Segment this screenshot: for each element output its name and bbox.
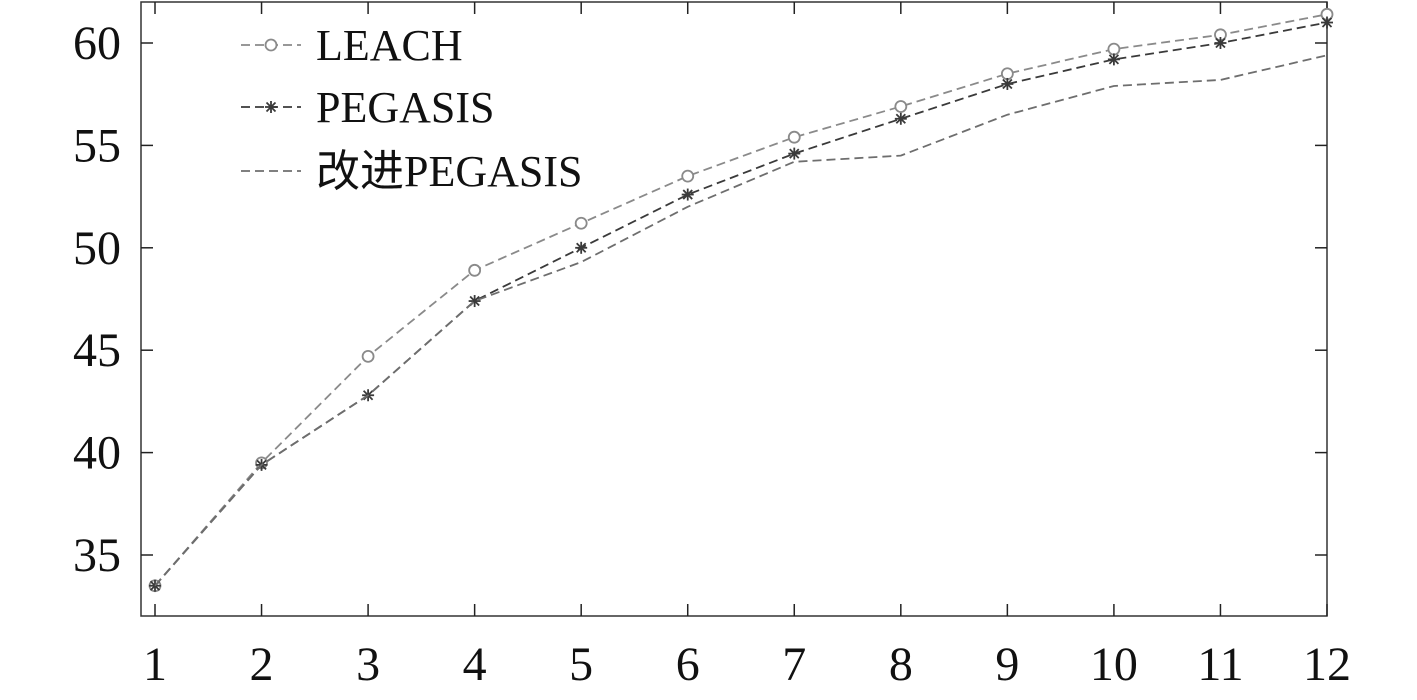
data-point — [574, 216, 588, 230]
plot-frame — [140, 1, 1328, 617]
x-tick-label: 10 — [1090, 638, 1138, 691]
data-point — [1321, 16, 1333, 29]
data-point — [1001, 77, 1014, 90]
data-point — [468, 263, 482, 277]
y-tick-label: 50 — [73, 222, 121, 275]
data-point — [1000, 67, 1014, 81]
series-3 — [154, 54, 1328, 587]
x-tick-label: 6 — [676, 638, 700, 691]
x-tick-label: 1 — [143, 638, 167, 691]
data-point — [681, 188, 694, 201]
legend-marker — [265, 101, 277, 113]
x-tick-label: 2 — [250, 638, 274, 691]
legend-marker — [264, 38, 278, 52]
x-tick-label: 9 — [995, 638, 1019, 691]
legend-item: PEGASIS — [241, 83, 495, 132]
data-point — [788, 147, 801, 160]
x-tick-label: 5 — [569, 638, 593, 691]
x-tick-label: 11 — [1197, 638, 1243, 691]
data-point — [1107, 53, 1120, 66]
y-tick-label: 45 — [73, 324, 121, 377]
data-point — [894, 112, 907, 125]
y-tick-label: 60 — [73, 17, 121, 70]
data-point — [894, 100, 908, 113]
x-tick-label: 8 — [889, 638, 913, 691]
series-line — [154, 13, 1328, 587]
legend-item: LEACH — [241, 21, 463, 70]
x-tick-label: 7 — [782, 638, 806, 691]
series-layer — [148, 7, 1334, 593]
data-point — [361, 349, 375, 363]
data-point — [1107, 42, 1121, 56]
y-tick-label: 35 — [73, 529, 121, 582]
legend-label: PEGASIS — [316, 83, 495, 132]
data-point — [575, 241, 588, 254]
y-tick-label: 40 — [73, 427, 121, 480]
y-axis-ticks: 35 40 45 50 55 60 — [73, 17, 1327, 582]
x-tick-label: 4 — [463, 638, 487, 691]
data-point — [1214, 37, 1227, 49]
legend-label: LEACH — [316, 21, 463, 70]
legend-item: 改进PEGASIS — [241, 147, 583, 196]
y-tick-label: 55 — [73, 119, 121, 172]
data-point — [787, 130, 801, 144]
legend: LEACH PEGASIS 改进PEGASIS — [241, 21, 583, 196]
series-line — [154, 54, 1328, 587]
x-tick-label: 3 — [356, 638, 380, 691]
legend-label: 改进PEGASIS — [316, 147, 583, 196]
x-axis-ticks: 1 2 3 4 5 6 7 8 9 10 11 12 — [143, 2, 1351, 691]
x-tick-label: 12 — [1303, 638, 1351, 691]
data-point — [681, 169, 695, 183]
